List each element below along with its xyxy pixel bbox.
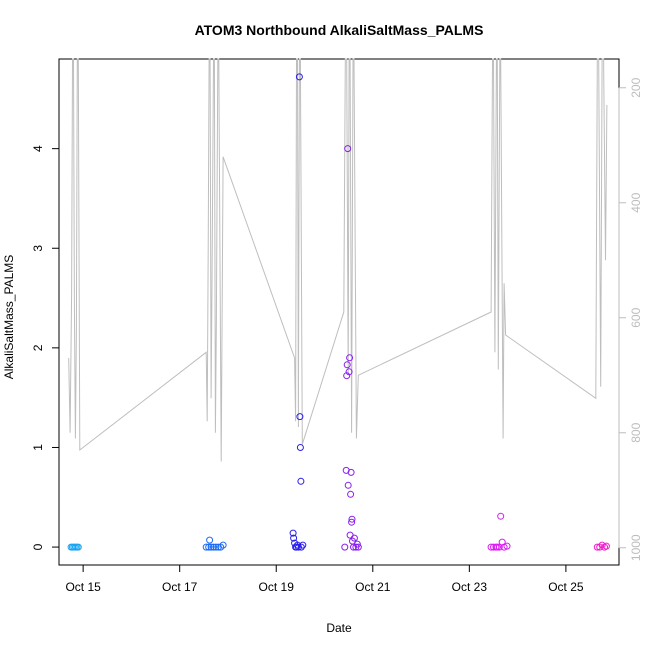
x-axis-label: Date [326, 621, 352, 635]
x-tick-label: Oct 23 [452, 580, 488, 594]
x-tick-label: Oct 15 [65, 580, 101, 594]
scatter-point [212, 543, 220, 551]
x-axis: Oct 15 Oct 17 Oct 19 Oct 21 Oct 23 Oct 25 [65, 565, 584, 594]
y-tick-label: 1 [31, 444, 45, 451]
secondary-y-tick-label: 800 [629, 422, 643, 442]
scatter-point [602, 542, 610, 550]
secondary-y-tick-label: 200 [629, 77, 643, 97]
scatter-point [299, 541, 307, 549]
scatter-point [348, 515, 356, 523]
scatter-point [296, 413, 304, 421]
y-tick-label: 4 [31, 145, 45, 152]
secondary-line-layer [68, 58, 608, 462]
scatter-point [344, 481, 352, 489]
scatter-point [202, 543, 210, 551]
scatter-point [210, 543, 217, 551]
y-tick-label: 2 [31, 344, 45, 351]
secondary-y-tick-label: 1000 [629, 534, 643, 561]
scatter-point [345, 368, 353, 376]
y-tick-label: 0 [31, 543, 45, 550]
scatter-point [344, 145, 352, 153]
scatter-point [297, 477, 305, 485]
scatter-point [346, 531, 354, 539]
x-tick-label: Oct 25 [548, 580, 584, 594]
scatter-point [493, 543, 501, 551]
plot-frame [58, 58, 620, 566]
scatter-point [205, 543, 213, 551]
scatter-point [347, 468, 355, 476]
scatter-point [350, 534, 358, 542]
scatter-points-layer [67, 73, 610, 551]
scatter-point [206, 536, 214, 544]
x-tick-label: Oct 19 [259, 580, 295, 594]
y-tick-label: 3 [31, 245, 45, 252]
scatter-point [495, 543, 503, 551]
scatter-point [500, 543, 508, 551]
scatter-point [341, 543, 349, 551]
secondary-y-tick-label: 600 [629, 307, 643, 327]
scatter-point [343, 361, 351, 369]
scatter-point [295, 73, 303, 81]
scatter-point [346, 354, 354, 362]
scatter-point [290, 534, 298, 542]
scatter-point [347, 490, 355, 498]
scatter-point [74, 543, 82, 551]
y-axis-label: AlkaliSaltMass_PALMS [2, 255, 16, 380]
scatter-point [296, 444, 304, 451]
scatter-point [294, 543, 302, 551]
scatter-point [503, 542, 511, 550]
secondary-y-axis: 200 400 600 800 1000 [618, 77, 643, 561]
scatter-point [354, 543, 362, 551]
chart-title: ATOM3 Northbound AlkaliSaltMass_PALMS [195, 22, 484, 38]
x-tick-label: Oct 21 [355, 580, 391, 594]
scatter-point [348, 518, 356, 526]
scatter-point [353, 540, 361, 548]
x-tick-label: Oct 17 [162, 580, 198, 594]
scatter-point [289, 529, 297, 537]
secondary-series-line [68, 58, 608, 462]
y-axis: 0 1 2 3 4 [31, 145, 59, 550]
scatter-point [207, 543, 215, 551]
scatter-point [219, 541, 227, 549]
scatter-point [297, 543, 305, 551]
secondary-y-tick-label: 400 [629, 192, 643, 212]
scatter-point [497, 512, 505, 520]
